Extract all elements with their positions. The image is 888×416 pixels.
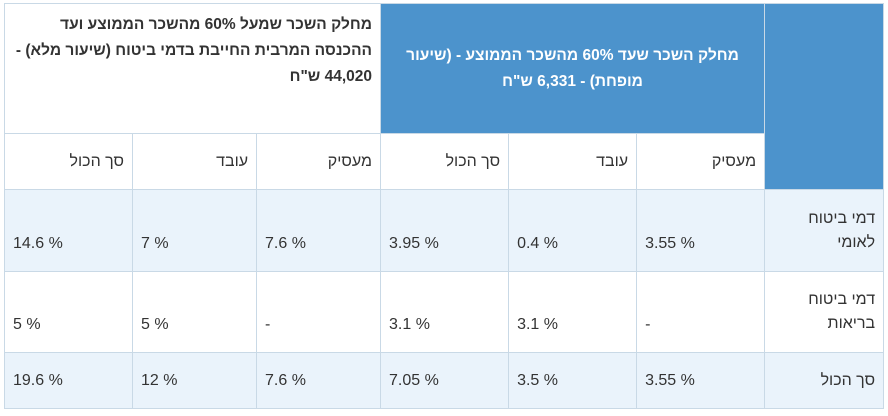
table-row: דמי ביטוח בריאות - 3.1 % 3.1 % - 5 % 5 % [3, 271, 885, 353]
group-header-high: מחלק השכר שמעל 60% מהשכר הממוצע ועד ההכנ… [3, 3, 382, 134]
row-label: דמי ביטוח בריאות [764, 271, 885, 353]
row-label: דמי ביטוח לאומי [764, 189, 885, 272]
col-header-total-low: סך הכול [380, 133, 510, 190]
col-header-employer-low: מעסיק [636, 133, 766, 190]
col-header-employer-high: מעסיק [256, 133, 382, 190]
cell-value: 12 % [132, 352, 258, 409]
cell-value: 19.6 % [3, 352, 134, 409]
cell-value: 7.05 % [380, 352, 510, 409]
contributions-table: מחלק השכר שעד 60% מהשכר הממוצע - (שיעור … [3, 3, 885, 409]
table-row: סך הכול 3.55 % 3.5 % 7.05 % 7.6 % 12 % 1… [3, 352, 885, 409]
cell-value: 3.5 % [508, 352, 638, 409]
corner-cell [764, 3, 885, 190]
cell-value: 7.6 % [256, 352, 382, 409]
cell-value: 5 % [132, 271, 258, 353]
cell-value: - [636, 271, 766, 353]
col-header-total-high: סך הכול [3, 133, 134, 190]
cell-value: 3.95 % [380, 189, 510, 272]
cell-value: 3.55 % [636, 189, 766, 272]
cell-value: 0.4 % [508, 189, 638, 272]
cell-value: 7.6 % [256, 189, 382, 272]
table-row: דמי ביטוח לאומי 3.55 % 0.4 % 3.95 % 7.6 … [3, 189, 885, 272]
cell-value: 14.6 % [3, 189, 134, 272]
row-label: סך הכול [764, 352, 885, 409]
col-header-employee-low: עובד [508, 133, 638, 190]
cell-value: 3.1 % [380, 271, 510, 353]
cell-value: 5 % [3, 271, 134, 353]
cell-value: 3.55 % [636, 352, 766, 409]
group-header-low: מחלק השכר שעד 60% מהשכר הממוצע - (שיעור … [380, 3, 766, 134]
cell-value: 7 % [132, 189, 258, 272]
col-header-employee-high: עובד [132, 133, 258, 190]
cell-value: 3.1 % [508, 271, 638, 353]
cell-value: - [256, 271, 382, 353]
